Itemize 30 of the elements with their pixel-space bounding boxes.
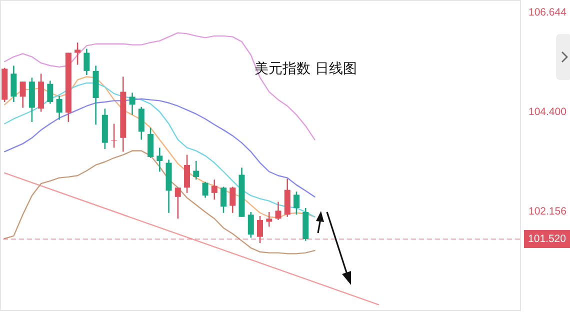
text: 美元指数 日线图 (254, 61, 358, 77)
candlestick (174, 186, 181, 220)
line-series (4, 32, 316, 140)
y-tick-label: 106.644 (528, 6, 567, 18)
candlestick (156, 147, 163, 172)
candlestick (148, 127, 154, 159)
candlestick (10, 64, 17, 103)
y-tick-label: 102.156 (528, 205, 567, 218)
candlestick (184, 154, 190, 194)
candlestick (129, 92, 136, 116)
candlestick (220, 186, 227, 214)
candlestick (138, 106, 144, 140)
candlestick (266, 211, 272, 228)
candlestick (111, 123, 118, 148)
candlestick (211, 178, 218, 200)
candlestick (74, 42, 81, 66)
line-series (4, 98, 316, 198)
candlestick (257, 215, 263, 244)
y-tick-label: 104.400 (528, 106, 567, 118)
candlestick (47, 80, 54, 104)
candlestick (56, 95, 62, 120)
candlestick (248, 211, 254, 238)
candlestick (193, 160, 200, 180)
ref-line-label: 101.520 (528, 233, 566, 246)
candlestick (230, 186, 236, 214)
candlestick (275, 201, 282, 221)
candlestick (20, 80, 26, 108)
candlestick (293, 190, 300, 216)
candlestick (202, 181, 208, 198)
candlestick (84, 48, 90, 76)
